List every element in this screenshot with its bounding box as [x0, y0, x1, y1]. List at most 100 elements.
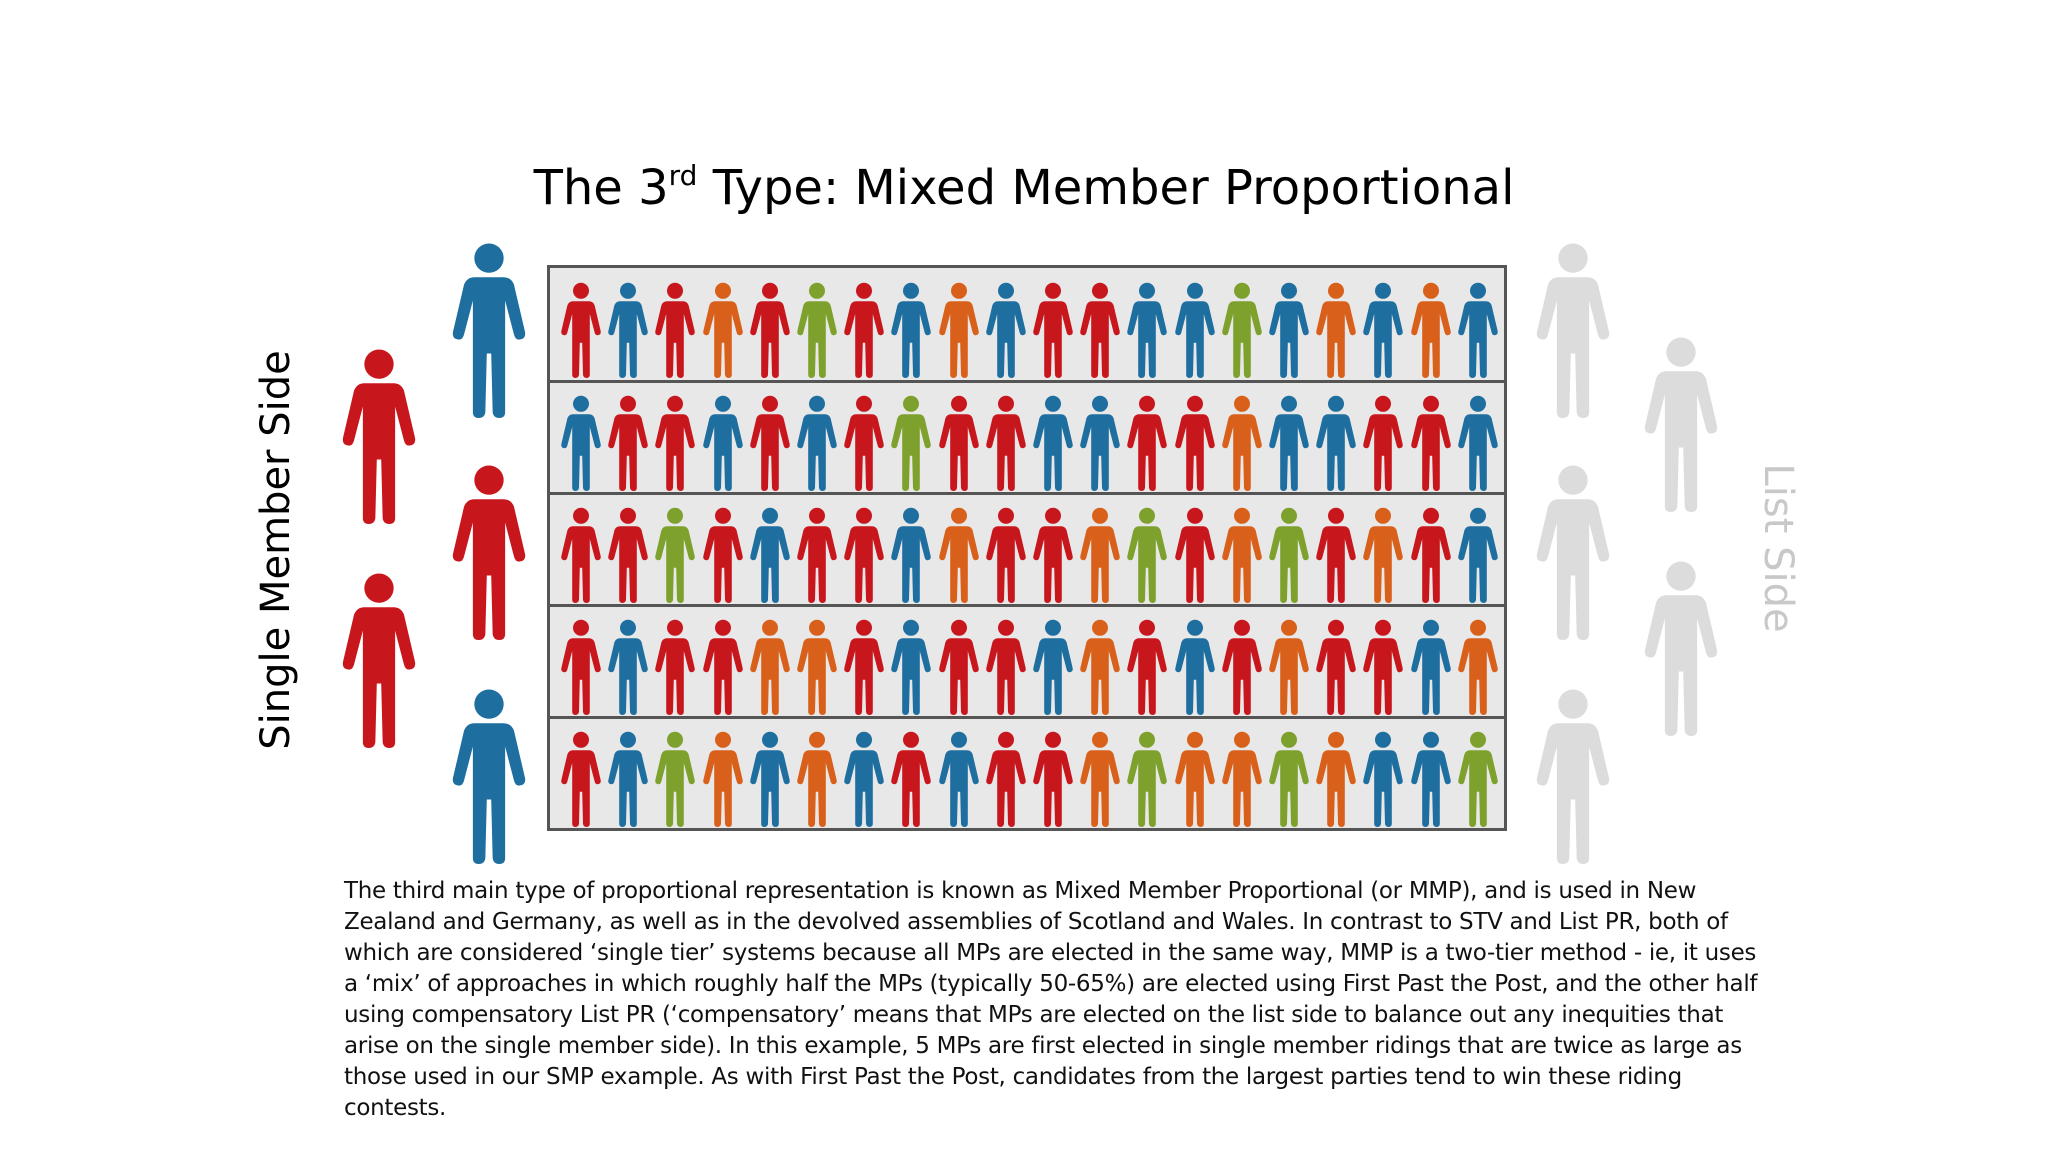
mp-person-icon	[891, 507, 932, 603]
mp-person-icon	[1316, 507, 1356, 603]
mp-person-icon	[1269, 395, 1309, 491]
mp-person-icon	[1363, 282, 1404, 378]
page-title: The 3rd Type: Mixed Member Proportional	[533, 159, 1515, 216]
mp-person-icon	[1222, 282, 1262, 378]
mp-person-icon	[1363, 619, 1404, 715]
mp-person-icon	[608, 731, 648, 827]
mp-person-icon	[1080, 507, 1120, 603]
mp-person-icon	[844, 731, 884, 827]
single-member-person-icon	[342, 349, 416, 524]
mp-person-icon	[608, 619, 648, 715]
mp-person-icon	[797, 507, 837, 603]
description-text: The third main type of proportional repr…	[344, 878, 1758, 1121]
mp-person-icon	[1458, 507, 1498, 603]
mp-person-icon	[561, 619, 601, 715]
mp-person-icon	[655, 619, 696, 715]
mp-person-icon	[1174, 507, 1215, 603]
mp-person-icon	[1127, 282, 1168, 378]
mp-person-icon	[1410, 619, 1451, 715]
proportional-grid	[547, 265, 1507, 831]
mp-person-icon	[1458, 619, 1498, 715]
mp-person-icon	[844, 619, 884, 715]
mp-person-icon	[702, 731, 743, 827]
mp-person-icon	[1222, 731, 1262, 827]
mp-person-icon	[655, 282, 696, 378]
single-member-side-label: Single Member Side	[253, 350, 299, 750]
mp-person-icon	[702, 282, 743, 378]
mp-person-icon	[1174, 282, 1215, 378]
mp-person-icon	[561, 507, 601, 603]
mp-person-icon	[1127, 619, 1168, 715]
mp-person-icon	[561, 395, 601, 491]
grid-row	[550, 268, 1504, 380]
mp-person-icon	[1410, 731, 1451, 827]
mp-person-icon	[1363, 507, 1404, 603]
mp-person-icon	[1033, 282, 1073, 378]
mp-person-icon	[608, 282, 648, 378]
mp-person-icon	[938, 395, 979, 491]
mp-person-icon	[750, 731, 790, 827]
mp-person-icon	[1458, 282, 1498, 378]
mp-person-icon	[1316, 395, 1356, 491]
mp-person-icon	[750, 395, 790, 491]
mp-person-icon	[702, 619, 743, 715]
mp-person-icon	[702, 395, 743, 491]
mp-person-icon	[1127, 395, 1168, 491]
mp-person-icon	[750, 619, 790, 715]
mp-person-icon	[655, 731, 696, 827]
mp-person-icon	[655, 395, 696, 491]
mp-person-icon	[938, 507, 979, 603]
mp-person-icon	[797, 395, 837, 491]
mp-person-icon	[891, 282, 932, 378]
grid-row	[550, 604, 1504, 716]
mp-person-icon	[986, 731, 1026, 827]
mp-person-icon	[1033, 731, 1073, 827]
mp-person-icon	[1316, 731, 1356, 827]
mp-person-icon	[1410, 282, 1451, 378]
mp-person-icon	[938, 619, 979, 715]
mp-person-icon	[986, 395, 1026, 491]
mp-person-icon	[844, 395, 884, 491]
list-side-person-icon	[1644, 337, 1718, 512]
list-side-person-icon	[1536, 689, 1610, 864]
mp-person-icon	[750, 507, 790, 603]
mp-person-icon	[1080, 282, 1120, 378]
list-side-person-icon	[1536, 243, 1610, 418]
mp-person-icon	[1316, 619, 1356, 715]
grid-row	[550, 380, 1504, 492]
mp-person-icon	[608, 507, 648, 603]
mp-person-icon	[702, 507, 743, 603]
mp-person-icon	[1033, 619, 1073, 715]
mp-person-icon	[1458, 395, 1498, 491]
mp-person-icon	[655, 507, 696, 603]
mp-person-icon	[1316, 282, 1356, 378]
list-side-person-icon	[1536, 465, 1610, 640]
mp-person-icon	[1458, 731, 1498, 827]
mp-person-icon	[797, 282, 837, 378]
mp-person-icon	[1033, 507, 1073, 603]
mp-person-icon	[891, 395, 932, 491]
mp-person-icon	[1033, 395, 1073, 491]
list-side-person-icon	[1644, 561, 1718, 736]
mp-person-icon	[1127, 507, 1168, 603]
mp-person-icon	[1363, 731, 1404, 827]
list-side-label: List Side	[1755, 463, 1801, 633]
mp-person-icon	[1222, 507, 1262, 603]
mp-person-icon	[1174, 731, 1215, 827]
mp-person-icon	[938, 282, 979, 378]
mp-person-icon	[844, 507, 884, 603]
mp-person-icon	[1080, 731, 1120, 827]
mp-person-icon	[1127, 731, 1168, 827]
mp-person-icon	[1080, 619, 1120, 715]
mp-person-icon	[1269, 619, 1309, 715]
mp-person-icon	[986, 282, 1026, 378]
mp-person-icon	[986, 619, 1026, 715]
mp-person-icon	[750, 282, 790, 378]
single-member-person-icon	[452, 689, 526, 864]
mp-person-icon	[561, 282, 601, 378]
single-member-person-icon	[452, 243, 526, 418]
grid-row	[550, 492, 1504, 604]
mp-person-icon	[1080, 395, 1120, 491]
grid-row	[550, 716, 1504, 828]
mp-person-icon	[1174, 619, 1215, 715]
